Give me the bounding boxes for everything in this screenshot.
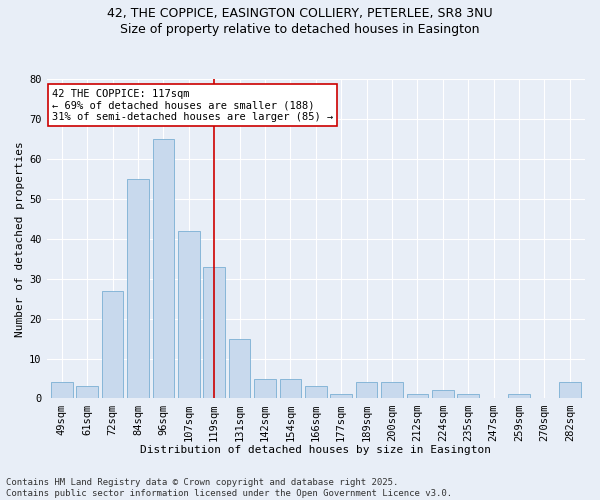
Text: Size of property relative to detached houses in Easington: Size of property relative to detached ho… (120, 22, 480, 36)
Bar (152, 139, 174, 398)
Bar (254, 378, 276, 398)
Bar (407, 394, 428, 398)
Text: Contains HM Land Registry data © Crown copyright and database right 2025.
Contai: Contains HM Land Registry data © Crown c… (6, 478, 452, 498)
Bar (432, 390, 454, 398)
Bar (508, 394, 530, 398)
Bar (457, 394, 479, 398)
Bar (356, 382, 377, 398)
Bar (203, 266, 225, 398)
X-axis label: Distribution of detached houses by size in Easington: Distribution of detached houses by size … (140, 445, 491, 455)
Bar (229, 338, 250, 398)
Bar (559, 382, 581, 398)
Bar (51, 382, 73, 398)
Bar (127, 179, 149, 398)
Bar (280, 378, 301, 398)
Y-axis label: Number of detached properties: Number of detached properties (15, 141, 25, 336)
Text: 42 THE COPPICE: 117sqm
← 69% of detached houses are smaller (188)
31% of semi-de: 42 THE COPPICE: 117sqm ← 69% of detached… (52, 88, 333, 122)
Bar (76, 386, 98, 398)
Text: 42, THE COPPICE, EASINGTON COLLIERY, PETERLEE, SR8 3NU: 42, THE COPPICE, EASINGTON COLLIERY, PET… (107, 8, 493, 20)
Bar (331, 394, 352, 398)
Bar (178, 230, 200, 398)
Bar (381, 382, 403, 398)
Bar (305, 386, 326, 398)
Bar (102, 290, 124, 399)
